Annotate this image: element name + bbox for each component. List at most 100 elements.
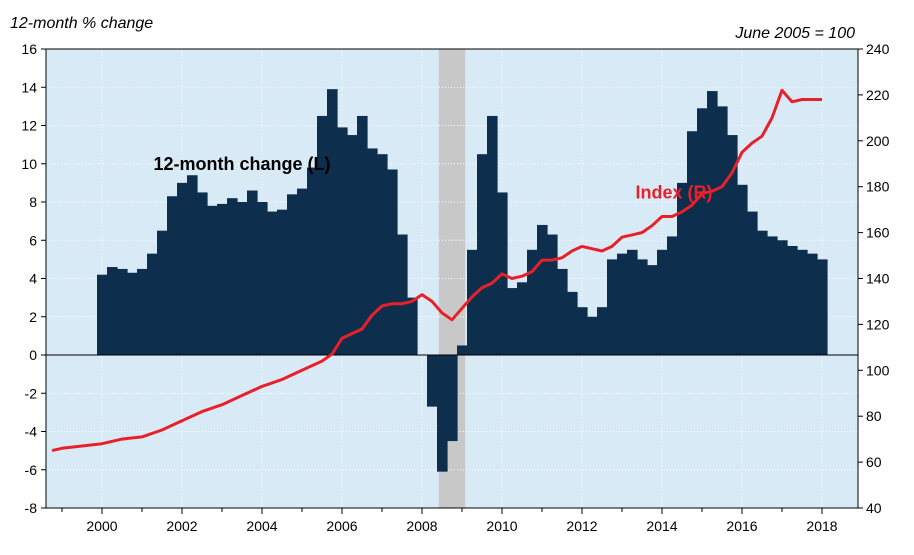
x-tick-label: 2004 [246, 518, 277, 534]
right-tick-label: 140 [866, 271, 890, 287]
index-line [51, 88, 822, 453]
bar [777, 240, 788, 355]
bar [137, 268, 148, 355]
bar [337, 127, 348, 355]
bar [757, 230, 768, 355]
annotation-12-month-change: 12-month change (L) [153, 154, 330, 174]
bar [577, 307, 588, 355]
bar [667, 236, 678, 355]
bar [207, 205, 218, 355]
bar [477, 154, 488, 355]
bar [787, 245, 798, 355]
left-tick-label: 0 [29, 347, 37, 363]
left-tick-label: 8 [29, 194, 37, 210]
bar [117, 268, 128, 355]
bar [397, 234, 408, 355]
bar [407, 297, 418, 355]
bar [597, 307, 608, 355]
bar [637, 259, 648, 355]
bar [297, 188, 308, 355]
bar [147, 253, 158, 355]
bar [797, 249, 808, 355]
bar [507, 288, 518, 355]
bar [287, 194, 298, 355]
bar [447, 355, 458, 442]
right-tick-label: 240 [866, 41, 890, 57]
bar [767, 236, 778, 355]
annotation-index: Index (R) [635, 182, 712, 202]
bar [457, 345, 468, 355]
x-tick-label: 2014 [646, 518, 677, 534]
bar [537, 224, 548, 355]
bar [657, 249, 668, 355]
index-line-layer [51, 88, 822, 453]
bar [367, 148, 378, 355]
bar [817, 259, 828, 355]
x-tick-label: 2002 [166, 518, 197, 534]
bar [177, 182, 188, 355]
bar [617, 253, 628, 355]
bar [677, 182, 688, 355]
x-tick-label: 2010 [486, 518, 517, 534]
bar [107, 267, 118, 355]
bar [247, 190, 258, 355]
bar [97, 274, 108, 355]
x-tick-label: 2018 [806, 518, 837, 534]
bar [567, 291, 578, 355]
bar [197, 192, 208, 355]
bar [707, 91, 718, 355]
right-tick-label: 200 [866, 133, 890, 149]
bar [317, 115, 328, 355]
left-tick-label: 16 [21, 41, 37, 57]
bar-series-layer [97, 89, 828, 472]
x-tick-label: 2016 [726, 518, 757, 534]
bar [157, 230, 168, 355]
left-tick-label: 12 [21, 118, 37, 134]
bar [697, 108, 708, 355]
bar [167, 196, 178, 355]
bar [557, 268, 568, 355]
bar [347, 135, 358, 355]
bar [527, 249, 538, 355]
right-tick-label: 80 [866, 408, 882, 424]
left-tick-label: 6 [29, 232, 37, 248]
bar [687, 131, 698, 355]
right-tick-label: 120 [866, 316, 890, 332]
bar [377, 154, 388, 355]
bar [807, 253, 818, 355]
bar [187, 175, 198, 355]
bar [517, 282, 528, 355]
right-tick-label: 180 [866, 179, 890, 195]
x-tick-label: 2008 [406, 518, 437, 534]
left-tick-label: -4 [25, 424, 38, 440]
x-tick-label: 2006 [326, 518, 357, 534]
bar [467, 249, 478, 355]
x-tick-label: 2000 [86, 518, 117, 534]
bar [737, 184, 748, 355]
bar [427, 355, 438, 407]
bar [217, 203, 228, 355]
bar [747, 211, 758, 355]
bar [587, 316, 598, 355]
bar [327, 89, 338, 355]
bar [607, 259, 618, 355]
bar [627, 249, 638, 355]
bar [547, 234, 558, 355]
bar [717, 106, 728, 355]
left-tick-label: 2 [29, 309, 37, 325]
bar [437, 355, 448, 472]
right-axis-title: June 2005 = 100 [734, 25, 855, 42]
left-tick-label: -6 [25, 462, 38, 478]
bar [127, 272, 138, 355]
bar [237, 202, 248, 355]
bar [227, 198, 238, 355]
bar [277, 209, 288, 355]
bar [357, 115, 368, 355]
right-tick-label: 160 [866, 225, 890, 241]
bar [647, 265, 658, 355]
right-tick-label: 60 [866, 454, 882, 470]
right-tick-label: 40 [866, 500, 882, 516]
bar [487, 115, 498, 355]
